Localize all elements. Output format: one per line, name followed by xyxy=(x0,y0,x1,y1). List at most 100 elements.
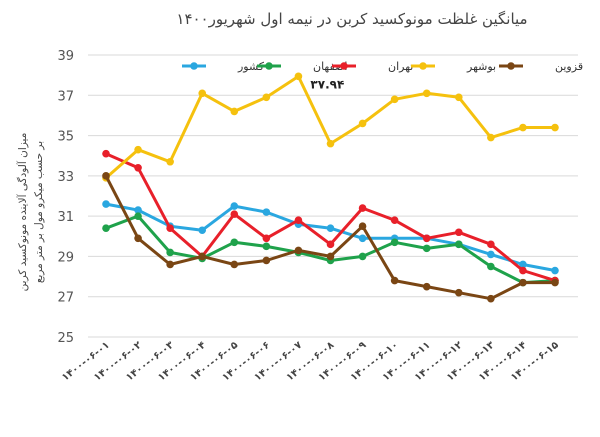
series-line xyxy=(104,175,555,301)
data-point xyxy=(198,89,207,98)
y-axis-label-line-2: بر حسب میکرو مول بر متر مربع xyxy=(33,141,45,283)
data-point xyxy=(262,256,271,265)
data-point xyxy=(134,212,142,220)
data-point xyxy=(487,133,495,142)
legend-swatch-marker xyxy=(419,62,427,70)
series xyxy=(102,72,559,303)
data-point xyxy=(230,107,239,116)
legend-swatch-marker xyxy=(507,62,515,70)
data-point xyxy=(326,252,335,261)
data-point xyxy=(390,95,399,104)
data-point xyxy=(390,238,399,247)
grid xyxy=(88,54,578,338)
data-point xyxy=(134,206,142,214)
y-axis-label: میزان آلودگی آلاینده مونوکسید کربن بر حس… xyxy=(16,133,45,292)
data-point xyxy=(487,240,495,249)
y-tick-label: 25 xyxy=(57,331,74,346)
y-axis-label-line-1: میزان آلودگی آلاینده مونوکسید کربن xyxy=(16,133,29,292)
data-point xyxy=(358,252,367,261)
data-point xyxy=(487,250,495,259)
y-tick-label: 35 xyxy=(57,130,74,145)
legend-item: بوشهر xyxy=(411,60,496,73)
data-point xyxy=(262,234,271,243)
data-point xyxy=(102,149,110,158)
data-point xyxy=(294,246,303,255)
data-point xyxy=(262,93,271,102)
data-point xyxy=(166,248,174,257)
data-point xyxy=(422,244,431,253)
data-point xyxy=(551,266,559,275)
data-point xyxy=(519,266,527,275)
data-point xyxy=(262,208,271,216)
series-4 xyxy=(102,172,559,303)
y-tick-label: 27 xyxy=(57,291,74,306)
data-point xyxy=(294,72,303,81)
legend-label: تهران xyxy=(388,60,413,73)
y-tick-label: 39 xyxy=(57,49,74,64)
data-point xyxy=(230,210,239,218)
data-point xyxy=(390,216,399,224)
data-point xyxy=(454,93,463,102)
legend-label: بوشهر xyxy=(466,60,496,73)
annotations: ۳۷.۹۴ xyxy=(310,77,344,91)
legend-swatch-marker xyxy=(190,62,198,70)
data-point xyxy=(519,123,527,132)
chart-title: میانگین غلظت مونوکسید کربن در نیمه اول ش… xyxy=(176,10,527,28)
data-point xyxy=(519,278,527,287)
data-point xyxy=(166,157,174,166)
data-point xyxy=(230,238,239,247)
data-point xyxy=(326,139,335,148)
data-point xyxy=(358,234,367,243)
data-point xyxy=(134,234,142,243)
data-point xyxy=(294,216,303,224)
legend-label: اصفهان xyxy=(313,60,347,73)
series-2 xyxy=(102,149,559,285)
data-point xyxy=(326,240,335,249)
legend-swatch-marker xyxy=(265,62,273,70)
data-point xyxy=(166,260,174,269)
legend-item: کشور xyxy=(182,60,265,73)
data-point xyxy=(230,202,239,210)
data-point xyxy=(487,294,495,303)
data-point xyxy=(326,224,335,233)
data-point xyxy=(102,172,110,180)
data-point xyxy=(134,145,142,154)
legend-label: قزوین xyxy=(555,60,583,73)
data-point xyxy=(358,119,367,128)
data-point xyxy=(358,204,367,212)
data-point xyxy=(102,200,110,208)
x-axis-ticks: ۱۴۰۰-۰۶-۰۱۱۴۰۰-۰۶-۰۲۱۴۰۰-۰۶-۰۳۱۴۰۰-۰۶-۰۴… xyxy=(60,340,561,384)
data-point xyxy=(454,240,463,249)
y-tick-label: 29 xyxy=(57,250,74,265)
legend-item: اصفهان xyxy=(257,60,347,73)
data-point xyxy=(487,262,495,271)
y-tick-label: 37 xyxy=(57,89,74,104)
legend: کشور اصفهان تهران بوشهر قزوین xyxy=(182,60,583,73)
data-point xyxy=(551,278,559,287)
y-tick-label: 31 xyxy=(57,210,74,225)
data-point xyxy=(551,123,559,132)
legend-item: قزوین xyxy=(499,60,583,73)
data-point xyxy=(166,224,174,233)
data-point xyxy=(454,228,463,237)
data-point xyxy=(519,260,527,269)
y-tick-label: 33 xyxy=(57,170,74,185)
data-point xyxy=(230,260,239,269)
data-point xyxy=(198,252,207,261)
legend-label: کشور xyxy=(237,60,265,73)
data-point xyxy=(262,242,271,251)
data-point xyxy=(134,164,142,172)
data-point xyxy=(198,226,207,235)
data-point xyxy=(390,276,399,285)
data-point xyxy=(422,282,431,291)
data-point xyxy=(422,234,431,243)
legend-swatch-marker xyxy=(340,62,348,70)
legend-item: تهران xyxy=(332,60,413,73)
data-point xyxy=(422,89,431,98)
data-point xyxy=(358,222,367,231)
data-label-annotation: ۳۷.۹۴ xyxy=(310,77,344,91)
data-point xyxy=(102,224,110,233)
data-point xyxy=(454,288,463,297)
